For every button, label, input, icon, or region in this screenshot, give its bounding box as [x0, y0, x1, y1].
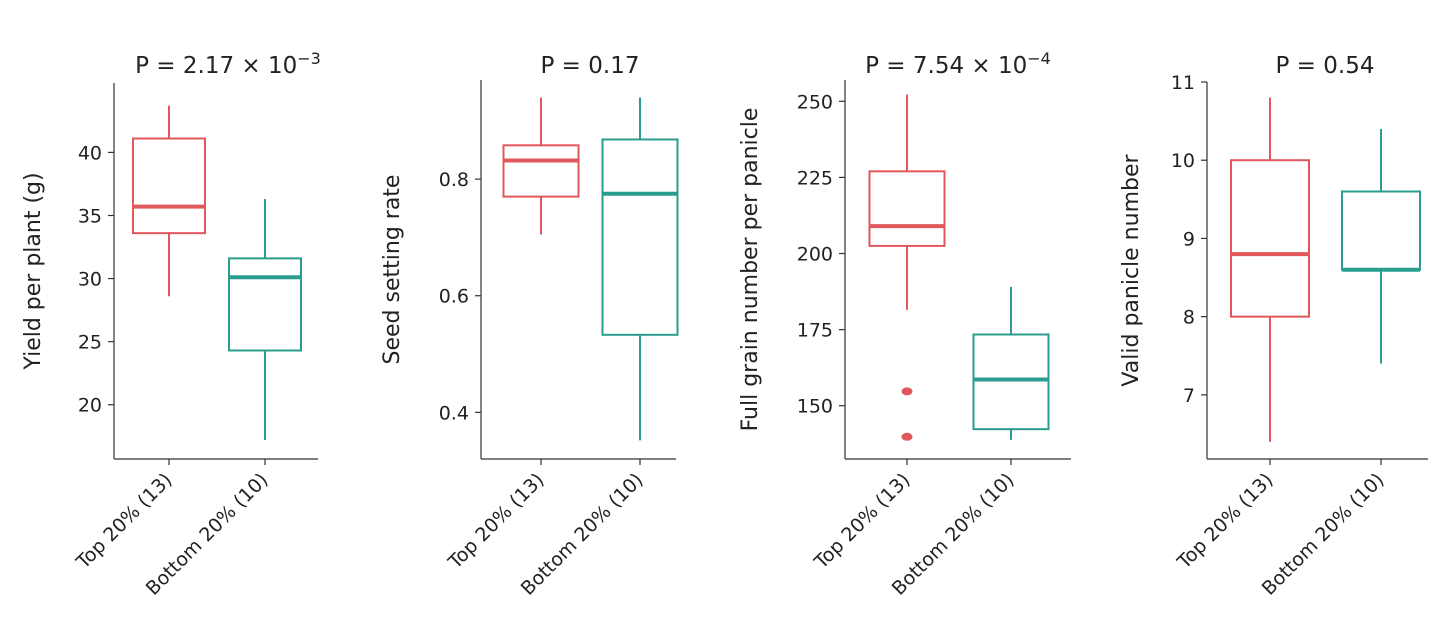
iqr-box	[1341, 190, 1421, 271]
panel-3: P = 7.54 × 10−4 Full grain number per pan…	[738, 49, 1071, 600]
chart-title: P = 2.17 × 10−3	[135, 49, 321, 79]
y-tick-label: 0.8	[439, 169, 469, 191]
iqr-box	[1230, 159, 1310, 318]
y-tick-label: 35	[78, 205, 102, 227]
y-tick-label: 20	[78, 395, 102, 417]
box-top	[868, 94, 946, 441]
iqr-box	[228, 257, 302, 352]
box-bottom	[972, 287, 1050, 440]
iqr-box	[601, 138, 679, 336]
box-top	[1230, 97, 1310, 442]
y-tick-label: 7	[1183, 385, 1195, 407]
x-tick-label: Top 20% (13)	[810, 469, 915, 574]
iqr-box	[972, 333, 1050, 431]
y-axis-label: Valid panicle number	[1119, 153, 1144, 386]
box-top	[502, 97, 580, 235]
y-tick-label: 25	[78, 332, 102, 354]
y-axis-label: Full grain number per panicle	[738, 108, 763, 432]
x-tick-label: Top 20% (13)	[72, 469, 177, 574]
y-tick-label: 0.4	[439, 402, 469, 424]
y-tick-label: 175	[797, 320, 833, 342]
panel-1: P = 2.17 × 10−3 Yield per plant (g) 20 25 30…	[21, 49, 321, 600]
y-tick-label: 11	[1171, 72, 1195, 94]
y-tick-label: 30	[78, 269, 102, 291]
outlier-point	[901, 432, 913, 441]
iqr-box	[502, 144, 580, 198]
y-tick-label: 225	[797, 167, 833, 189]
chart-title: P = 7.54 × 10−4	[865, 49, 1051, 79]
box-bottom	[601, 97, 679, 441]
y-tick-label: 200	[797, 244, 833, 266]
chart-title: P = 0.54	[1276, 53, 1375, 79]
y-tick-label: 8	[1183, 307, 1195, 329]
y-tick-label: 150	[797, 396, 833, 418]
y-tick-label: 0.6	[439, 286, 469, 308]
y-tick-label: 40	[78, 142, 102, 164]
y-tick-label: 9	[1183, 228, 1195, 250]
y-axis-label: Yield per plant (g)	[21, 172, 46, 370]
y-axis-label: Seed setting rate	[380, 175, 405, 365]
y-tick-label: 10	[1171, 150, 1195, 172]
panel-4: P = 0.54 Valid panicle number 7 8 9 10 11 Top 2…	[1119, 53, 1428, 600]
x-tick-label: Top 20% (13)	[444, 469, 549, 574]
outlier-point	[901, 387, 913, 396]
iqr-box	[868, 170, 946, 247]
box-top	[132, 105, 206, 297]
iqr-box	[132, 137, 206, 235]
chart-title: P = 0.17	[541, 53, 640, 79]
x-tick-label: Bottom 20% (10)	[1258, 469, 1389, 600]
box-bottom	[228, 199, 302, 441]
box-bottom	[1341, 128, 1421, 364]
y-tick-label: 250	[797, 91, 833, 113]
x-tick-label: Top 20% (13)	[1173, 469, 1278, 574]
panel-2: P = 0.17 Seed setting rate 0.4 0.6 0.8 Top 20…	[380, 53, 679, 600]
